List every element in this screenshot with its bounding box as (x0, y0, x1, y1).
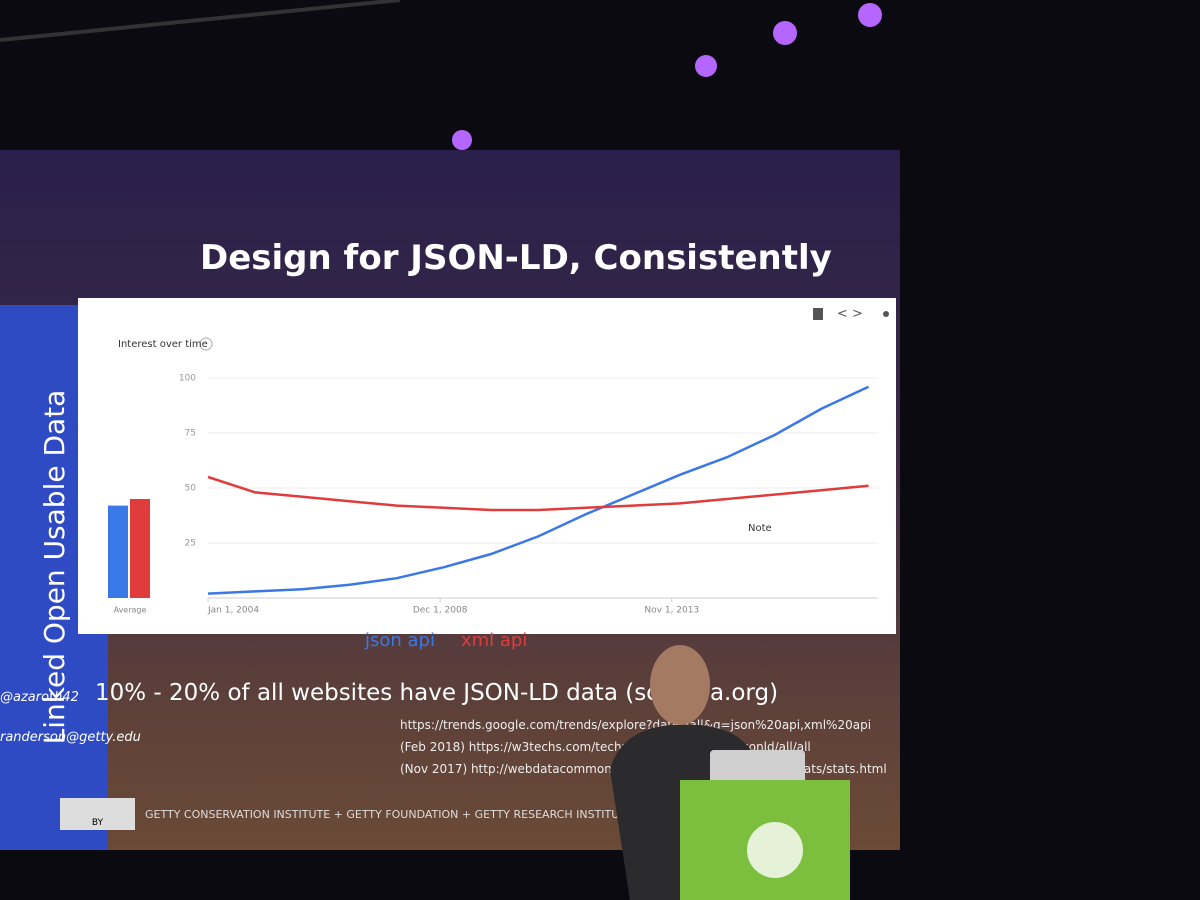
chart-panel: < > Interest over time 25 50 75 100 Jan 1, 2… (78, 298, 896, 634)
series-line (207, 475, 869, 512)
lectern-logo (747, 822, 803, 878)
svg-text:< >: < > (837, 307, 863, 322)
help-icon (199, 337, 213, 351)
annotation: Note (748, 523, 772, 534)
legend-entry: xml api (460, 630, 528, 651)
footer: GETTY CONSERVATION INSTITUTE + GETTY FOU… (145, 808, 633, 821)
x-tick-label: Jan 1, 2004 (207, 606, 259, 616)
email: randerson@getty.edu (0, 730, 141, 745)
sidebar-text: Linked Open Usable Data (38, 389, 71, 745)
speaker-head (650, 645, 710, 725)
stage-lights (0, 0, 882, 150)
light (452, 3, 882, 150)
panel-icons: < > (813, 307, 889, 322)
chart: < > Interest over time 25 50 75 100 Jan 1, 2… (108, 307, 889, 616)
legend: json api xml api (365, 630, 553, 651)
average-bar (130, 499, 150, 598)
x-tick-label: Nov 1, 2013 (644, 606, 699, 616)
legend-entry: json api (365, 630, 435, 651)
average-bar (108, 505, 128, 598)
y-tick-label: 100 (179, 374, 196, 384)
slide-title: Design for JSON-LD, Consistently (200, 238, 832, 278)
y-tick-label: 25 (185, 539, 196, 549)
chart-title: Interest over time (118, 339, 208, 350)
y-tick-label: 50 (185, 484, 197, 494)
average-label: Average (114, 606, 147, 615)
source: https://trends.google.com/trends/explore… (400, 718, 872, 732)
speaker-scene (610, 645, 850, 900)
series-line (207, 385, 870, 595)
y-tick-label: 75 (185, 429, 196, 439)
handle: @azaroth42 (0, 690, 79, 705)
slide: Linked Open Usable Data Design for JSON-… (0, 150, 900, 850)
license-badge: BY (60, 798, 135, 830)
x-tick-label: Dec 1, 2008 (413, 606, 468, 616)
